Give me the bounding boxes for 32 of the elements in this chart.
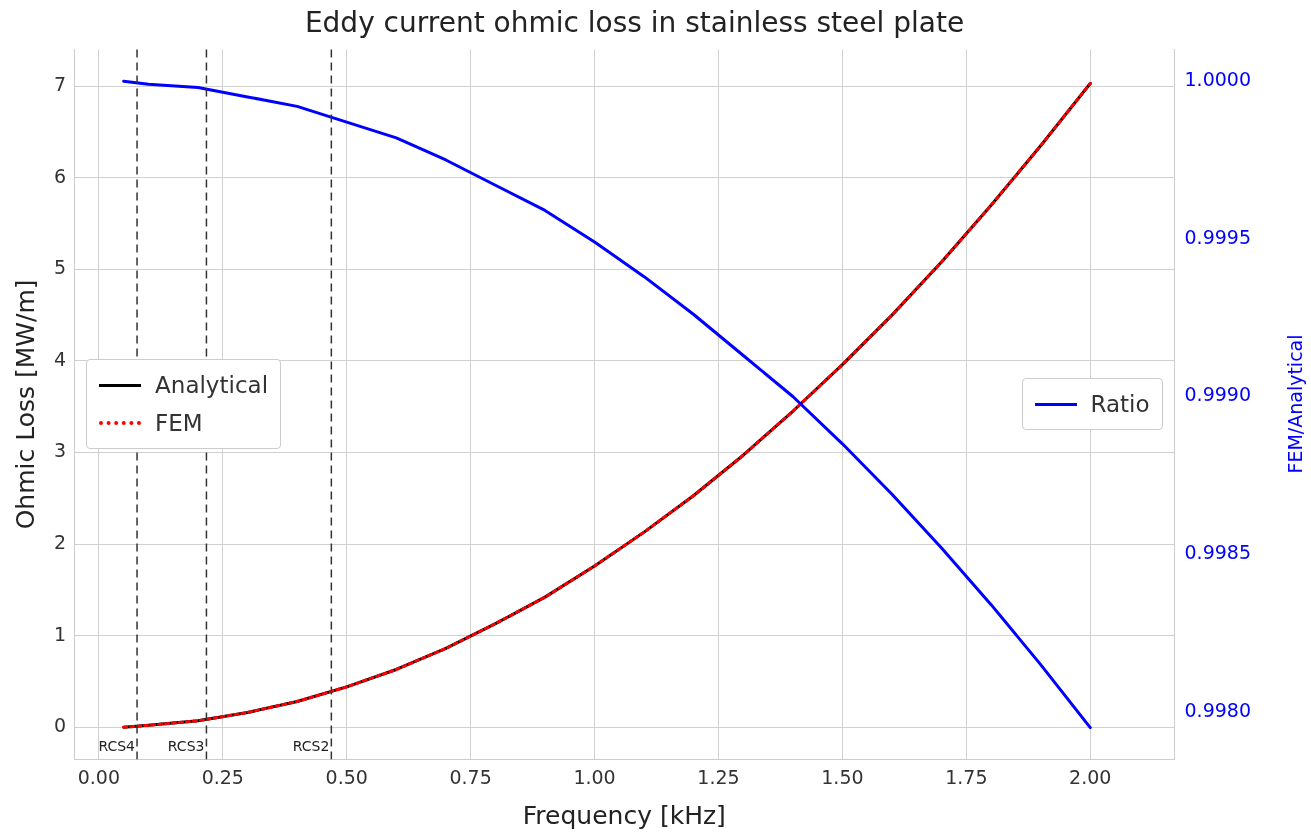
y2-axis-title: FEM/Analytical [1283,334,1306,474]
x-tick-label: 2.00 [1069,765,1112,788]
ref-line-label: RCS3 [167,737,205,754]
x-tick-label: 1.00 [573,765,616,788]
y-axis-title: Ohmic Loss [MW/m] [10,279,40,530]
chart-title: Eddy current ohmic loss in stainless steel plate [304,6,965,40]
y-tick-label: 7 [53,73,67,96]
x-tick-label: 1.25 [697,765,740,788]
x-tick-label: 0.75 [449,765,492,788]
legend-label: Ratio [1090,391,1150,418]
x-tick-label: 0.50 [325,765,368,788]
y-tick-label: 6 [53,164,67,187]
y2-tick-label: 0.9995 [1184,225,1251,248]
legend-label: FEM [155,410,203,437]
y2-tick-label: 0.9985 [1184,541,1251,564]
y-tick-label: 2 [53,530,67,553]
y-tick-label: 3 [53,439,67,462]
y-tick-label: 5 [53,256,67,279]
ref-line-label: RCS2 [292,737,330,754]
y-tick-label: 0 [53,714,67,737]
y2-tick-label: 0.9980 [1184,698,1251,721]
x-tick-label: 0.00 [77,765,121,788]
x-axis-title: Frequency [kHz] [522,800,726,830]
x-tick-label: 0.25 [201,765,244,788]
legend-label: Analytical [155,372,269,399]
ref-line-label: RCS4 [98,737,136,754]
y2-tick-label: 1.0000 [1184,68,1251,91]
y2-tick-label: 0.9990 [1184,383,1251,406]
x-tick-label: 1.75 [945,765,988,788]
y-tick-label: 1 [53,622,67,645]
y-tick-label: 4 [53,347,67,370]
x-tick-label: 1.50 [821,765,864,788]
